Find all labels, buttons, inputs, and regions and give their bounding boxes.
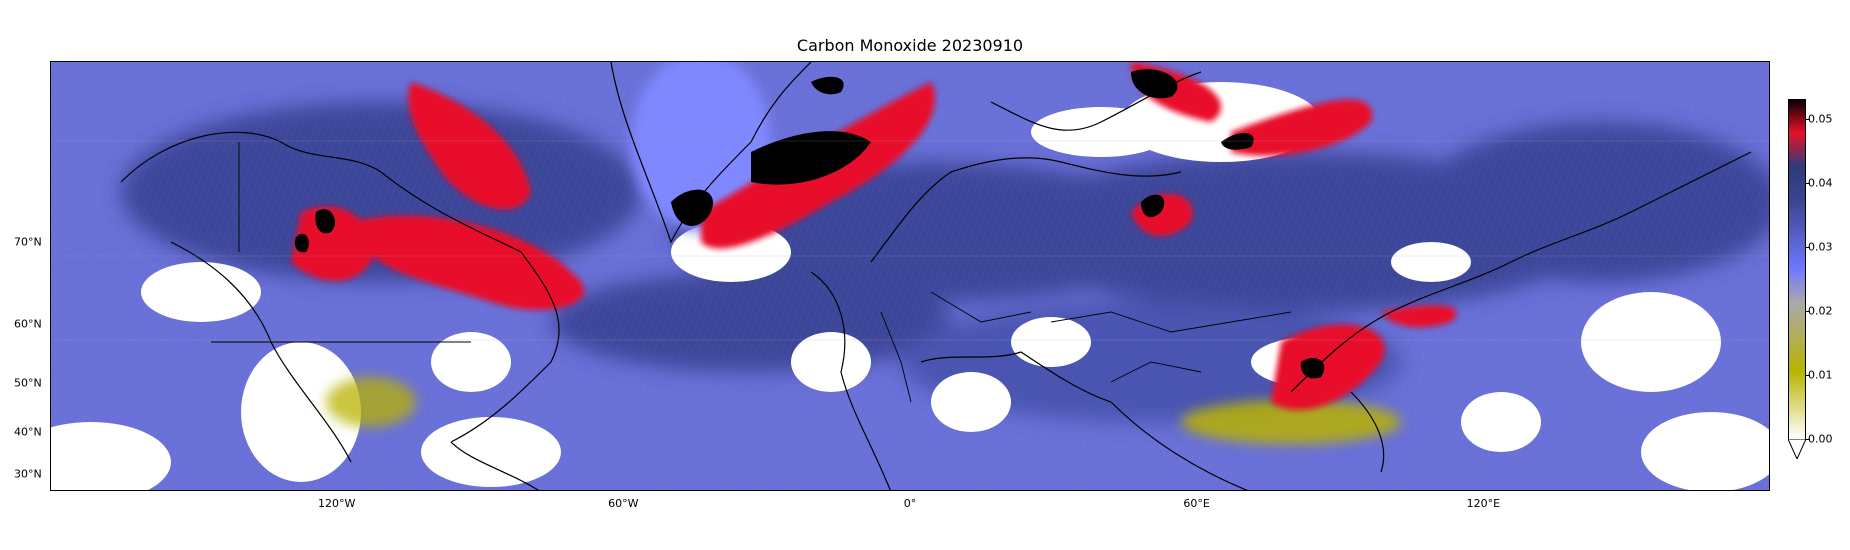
lon-tick-label: 120°W (317, 497, 356, 510)
colorbar (1788, 99, 1806, 439)
coastlines (120, 62, 1752, 490)
colorbar-tick-label: 0.02 (1808, 304, 1833, 318)
lat-tick-label: 50°N (14, 376, 42, 390)
lon-tick-label: 120°E (1466, 497, 1501, 510)
map-panel[interactable] (50, 61, 1770, 491)
greenland-field (631, 62, 771, 232)
colorbar-extend-min (1788, 439, 1806, 459)
carbon-monoxide-map (51, 62, 1769, 490)
country-borders (211, 142, 1292, 403)
lat-tick-label: 40°N (14, 425, 42, 439)
colorbar-tick-mark (1806, 183, 1810, 184)
colorbar-tick-label: 0.00 (1808, 432, 1833, 446)
lat-tick-label: 70°N (14, 235, 42, 249)
graticule (51, 140, 1769, 341)
lon-tick-label: 60°W (608, 497, 639, 510)
colorbar-tick-mark (1806, 439, 1810, 440)
co-very-high-cores (294, 69, 1325, 379)
lon-tick-label: 60°E (1183, 497, 1210, 510)
colorbar-tick-mark (1806, 311, 1810, 312)
colorbar-tick-mark (1806, 119, 1810, 120)
colorbar-tick-label: 0.05 (1808, 112, 1833, 126)
colorbar-tick-mark (1806, 247, 1810, 248)
colorbar-tick-label: 0.03 (1808, 240, 1833, 254)
co-low-areas (326, 377, 1401, 444)
lon-tick-label: 0° (903, 497, 917, 510)
no-data-areas (51, 82, 1769, 490)
map-title: Carbon Monoxide 20230910 (796, 36, 1024, 55)
colorbar-tick-label: 0.01 (1808, 368, 1833, 382)
lat-tick-label: 30°N (14, 467, 42, 481)
colorbar-tick-mark (1806, 375, 1810, 376)
lat-tick-label: 60°N (14, 317, 42, 331)
colorbar-tick-label: 0.04 (1808, 176, 1833, 190)
